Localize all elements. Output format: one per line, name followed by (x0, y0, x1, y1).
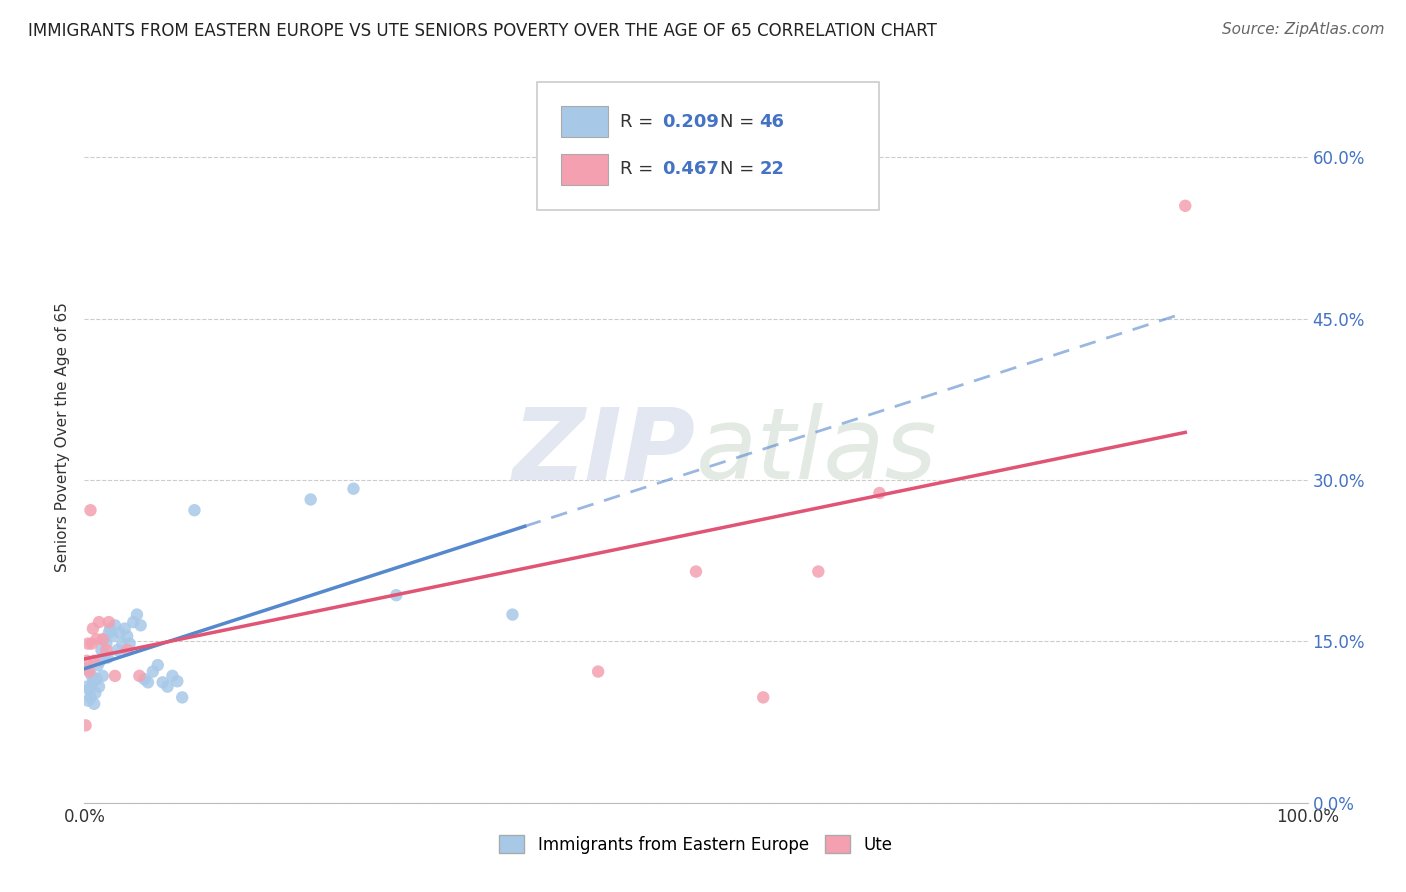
Text: 46: 46 (759, 112, 785, 131)
Point (96, 643, 118, 657)
Point (502, 607, 524, 622)
Point (385, 588, 408, 602)
Point (125, 607, 148, 622)
Point (82, 675, 104, 690)
Point (93, 632, 115, 647)
Point (76, 680, 98, 694)
Point (84, 686, 107, 700)
Point (146, 658, 169, 673)
Point (96, 637, 118, 651)
Point (752, 690, 775, 705)
Text: IMMIGRANTS FROM EASTERN EUROPE VS UTE SENIORS POVERTY OVER THE AGE OF 65 CORRELA: IMMIGRANTS FROM EASTERN EUROPE VS UTE SE… (28, 22, 936, 40)
Point (134, 672, 156, 686)
Point (342, 482, 364, 496)
Point (114, 622, 136, 636)
Point (166, 674, 188, 689)
Point (142, 665, 165, 679)
Point (152, 675, 174, 690)
Point (83, 654, 105, 668)
Text: 0.467: 0.467 (662, 161, 718, 178)
Y-axis label: Seniors Poverty Over the Age of 65: Seniors Poverty Over the Age of 65 (55, 302, 70, 572)
Point (115, 643, 138, 657)
Point (91, 632, 114, 647)
Point (86, 672, 108, 686)
Point (97, 650, 120, 665)
Text: R =: R = (620, 112, 659, 131)
Point (685, 565, 707, 579)
Point (90, 643, 112, 657)
Point (97, 625, 120, 640)
Text: ZIP: ZIP (513, 403, 696, 500)
Text: 0.209: 0.209 (662, 112, 718, 131)
Text: R =: R = (620, 161, 659, 178)
Legend: Immigrants from Eastern Europe, Ute: Immigrants from Eastern Europe, Ute (492, 829, 900, 860)
Point (129, 618, 152, 632)
Point (98, 622, 121, 636)
Point (807, 565, 830, 579)
Point (91, 669, 114, 683)
Point (105, 643, 128, 657)
Point (80, 637, 103, 651)
Point (79, 690, 101, 705)
Point (87, 658, 110, 673)
Point (80, 669, 103, 683)
Point (75, 718, 97, 732)
Point (87, 680, 110, 694)
Point (86, 632, 108, 647)
Text: 22: 22 (759, 161, 785, 178)
Point (77, 665, 100, 679)
FancyBboxPatch shape (561, 154, 607, 185)
Point (76, 654, 98, 668)
Point (162, 669, 184, 683)
Point (97, 615, 120, 629)
Text: N =: N = (720, 112, 761, 131)
Point (128, 669, 150, 683)
Point (111, 637, 134, 651)
Point (94, 648, 117, 662)
Point (82, 622, 104, 636)
Point (156, 680, 179, 694)
Point (136, 675, 159, 690)
Point (89, 654, 111, 668)
FancyBboxPatch shape (537, 82, 880, 211)
Point (869, 486, 891, 500)
Text: atlas: atlas (696, 403, 938, 500)
Point (115, 629, 138, 643)
Point (172, 690, 194, 705)
Text: N =: N = (720, 161, 761, 178)
Point (183, 503, 205, 517)
Point (104, 669, 127, 683)
Point (83, 697, 105, 711)
Point (118, 637, 141, 651)
Point (586, 665, 609, 679)
Point (108, 625, 131, 640)
Point (87, 615, 110, 629)
Point (77, 637, 100, 651)
Point (79, 503, 101, 517)
Point (122, 615, 145, 629)
Point (104, 618, 127, 632)
FancyBboxPatch shape (561, 106, 607, 137)
Point (101, 629, 124, 643)
Point (1174, 199, 1197, 213)
Text: Source: ZipAtlas.com: Source: ZipAtlas.com (1222, 22, 1385, 37)
Point (299, 492, 322, 507)
Point (75, 661, 97, 675)
Point (77, 682, 100, 697)
Point (77, 693, 100, 707)
